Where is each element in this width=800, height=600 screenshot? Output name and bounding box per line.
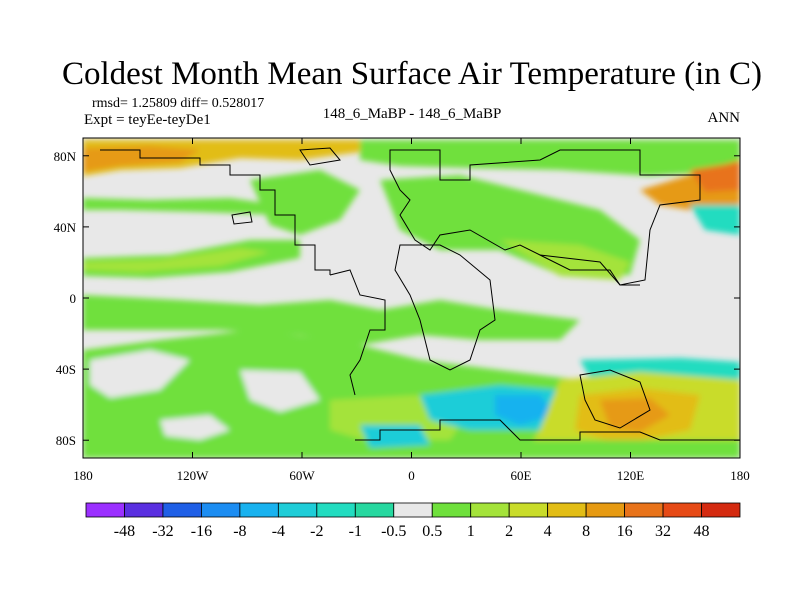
antarctic-green (83, 440, 740, 458)
x-tick-label: 120W (177, 468, 210, 483)
x-tick-label: 0 (408, 468, 415, 483)
south-white-3 (160, 415, 230, 440)
colorbar-label: 0.5 (422, 523, 442, 540)
colorbar-swatch (431, 502, 472, 518)
expt-label: Expt = teyEe-teyDe1 (84, 112, 211, 128)
colorbar-swatch (124, 502, 164, 518)
colorbar-label: 4 (544, 523, 552, 540)
colorbar-label: 48 (694, 523, 710, 540)
small-island-outline (231, 211, 253, 225)
north-america-outline (100, 149, 331, 275)
colorbar-label: -8 (233, 523, 246, 540)
season-label: ANN (708, 110, 741, 126)
south-white-1 (90, 350, 190, 398)
colorbar-label: 32 (655, 523, 671, 540)
x-tick-label: 120E (617, 468, 645, 483)
y-tick-label: 80S (56, 433, 76, 448)
south-america-outline (329, 269, 386, 396)
colorbar-label: -2 (310, 523, 323, 540)
colorbar-swatch (547, 502, 587, 518)
colorbar-swatch (508, 502, 549, 518)
colorbar-label: -48 (114, 523, 135, 540)
x-axis: 180 120W 60W 0 60E 120E 180 (73, 138, 750, 483)
map-field (83, 138, 740, 458)
colorbar-swatch (239, 502, 279, 518)
indonesia-outline (539, 254, 640, 286)
na-green (250, 170, 360, 235)
arctic-orange (83, 146, 200, 172)
y-tick-label: 0 (70, 291, 77, 306)
colorbar-label: -16 (191, 523, 212, 540)
colorbar-label: 1 (467, 523, 475, 540)
colorbar-swatch (201, 502, 241, 518)
colorbar-swatch (701, 502, 741, 518)
x-tick-label: 180 (73, 468, 93, 483)
arctic-green (360, 140, 740, 176)
colorbar-swatch (316, 502, 356, 518)
colorbar-swatch (85, 502, 125, 518)
australia-outline (579, 369, 651, 429)
antarctic-cool (360, 425, 430, 448)
colorbar-label: 8 (582, 523, 590, 540)
colorbar-label: -0.5 (381, 523, 406, 540)
siberia-hot (690, 162, 740, 192)
colorbar-label: 2 (505, 523, 513, 540)
stats-label: rmsd= 1.25809 diff= 0.528017 (92, 96, 264, 111)
antarctica-outline (355, 419, 740, 441)
tropical-band (83, 295, 580, 345)
n-pacific-green (83, 198, 280, 215)
colorbar-label: 16 (617, 523, 633, 540)
coastlines (100, 147, 740, 441)
colorbar-swatch (662, 502, 702, 518)
y-axis: 80N 40N 0 40S 80S (54, 149, 740, 448)
center-subtitle: 148_6_MaBP - 148_6_MaBP (323, 106, 502, 122)
colorbar-swatch (585, 502, 625, 518)
x-tick-label: 60E (511, 468, 532, 483)
colorbar-swatch (624, 502, 664, 518)
colorbar-label: -4 (272, 523, 285, 540)
colorbar-swatch (354, 502, 395, 518)
greenland-outline (299, 147, 341, 166)
e-asia-cool (690, 205, 740, 235)
y-tick-label: 80N (54, 149, 77, 164)
colorbar-label: -32 (152, 523, 173, 540)
colorbar-swatch (162, 502, 202, 518)
chart-title: Coldest Month Mean Surface Air Temperatu… (62, 56, 762, 92)
colorbar-swatch (470, 502, 510, 518)
colorbar-label: -1 (349, 523, 362, 540)
y-tick-label: 40S (56, 362, 76, 377)
x-tick-label: 60W (289, 468, 315, 483)
y-tick-label: 40N (54, 220, 77, 235)
x-tick-label: 180 (730, 468, 750, 483)
n-pacific-green-3 (83, 248, 270, 272)
south-ocean-hot (600, 398, 670, 432)
colorbar: -48 -32 -16 -8 -4 -2 -1 -0.5 0.5 1 2 4 8 16 32 48 (85, 502, 741, 540)
south-ocean-cool-2 (495, 395, 555, 425)
south-white-2 (240, 370, 320, 412)
colorbar-swatch (393, 502, 433, 518)
africa-outline (394, 244, 496, 371)
colorbar-swatch (277, 502, 318, 518)
